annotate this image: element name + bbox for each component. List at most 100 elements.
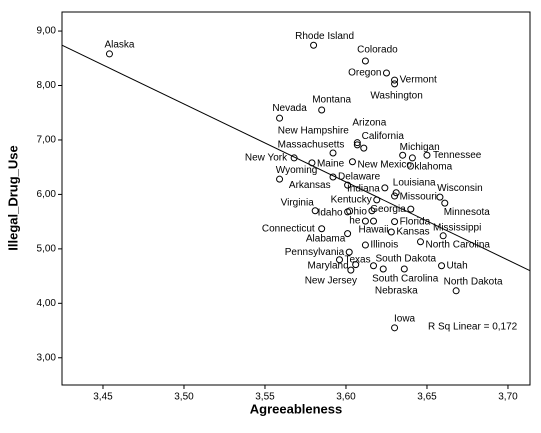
plot-frame [61,11,531,386]
point-label: Alabama [306,233,346,244]
point-label: Wyoming [276,165,318,176]
point [370,217,378,225]
point [368,207,376,215]
x-tick-label: 3,45 [93,392,113,403]
point [310,41,318,49]
x-tick-label: 3,70 [498,392,518,403]
point [311,207,319,215]
point-label: Vermont [400,75,437,86]
point-label: Indiana [347,184,380,195]
point-label: Kansas [396,227,429,238]
point [370,262,378,270]
point-label: Iowa [394,313,416,324]
point [391,218,399,226]
point-label: New York [245,153,288,164]
y-tick-label: 7,00 [37,135,57,146]
point [290,154,298,162]
point-label: Utah [447,260,468,271]
point [353,139,361,147]
point-label: Nevada [272,103,307,114]
x-tick-label: 3,65 [417,392,437,403]
point [352,261,360,269]
y-tick-label: 3,00 [37,352,57,363]
point [347,266,355,274]
point [392,189,400,197]
point [391,80,399,88]
point-label: Arkansas [289,180,331,191]
point [308,159,316,167]
point-label: New Hampshire [278,125,350,136]
y-tick-label: 5,00 [37,244,57,255]
point-label: Kentucky [331,195,372,206]
point-label: Florida [400,216,431,227]
point [318,106,326,114]
point-label: New Jersey [305,276,357,287]
point [400,265,408,273]
point-label: Rhode Island [295,31,354,42]
point [344,181,352,189]
point [391,324,399,332]
point [329,149,337,157]
y-tick-label: 4,00 [37,298,57,309]
point-label: Nebraska [375,286,418,297]
point [344,230,352,238]
point [387,228,395,236]
point [438,262,446,270]
point [391,192,399,200]
point [373,196,381,204]
point-label: North Carolina [425,239,490,250]
point [382,69,390,77]
point [416,238,424,246]
point [436,193,444,201]
point-label: Illinois [370,240,398,251]
point-label: Arizona [352,118,386,129]
fit-line [61,44,531,272]
point [391,76,399,84]
point-label: Tennessee [433,150,482,161]
point [276,114,284,122]
point [348,158,356,166]
point-label: Delaware [338,172,381,183]
point-label: Idaho [318,207,343,218]
point [399,151,407,159]
point-label: Colorado [357,45,398,56]
point-label: Louisiana [393,177,436,188]
point [441,199,449,207]
y-axis-title: Illegal_Drug_Use [5,145,20,251]
point-label: Maryland [308,260,349,271]
point-label: Ohio [346,206,368,217]
x-tick-label: 3,50 [174,392,194,403]
point [361,57,369,65]
point-label: Texas [344,254,370,265]
point [276,175,284,183]
point-label: Minnesota [444,207,491,218]
point [407,205,415,213]
point [361,241,369,249]
point-label: Missouri [400,192,437,203]
point-label: California [362,131,405,142]
point [335,256,343,264]
point-label: Georgia [370,204,406,215]
y-tick-label: 8,00 [37,80,57,91]
point-label: Alaska [104,40,134,51]
point-label: Pennsylvania [285,247,345,258]
point [439,232,447,240]
point [381,184,389,192]
point [408,154,416,162]
point-label: Wisconsin [437,183,483,194]
point [360,144,368,152]
x-tick-label: 3,55 [255,392,275,403]
point-label: he [349,216,361,227]
point [329,173,337,181]
point-label: Montana [312,95,351,106]
x-axis-title: Agreeableness [250,401,343,416]
x-tick-label: 3,60 [336,392,356,403]
point [318,225,326,233]
point-label: North Dakota [444,276,503,287]
point [105,50,113,58]
point-label: Washington [370,91,422,102]
y-tick-label: 6,00 [37,189,57,200]
point-label: Connecticut [262,223,315,234]
point-label: Hawaii [359,225,389,236]
